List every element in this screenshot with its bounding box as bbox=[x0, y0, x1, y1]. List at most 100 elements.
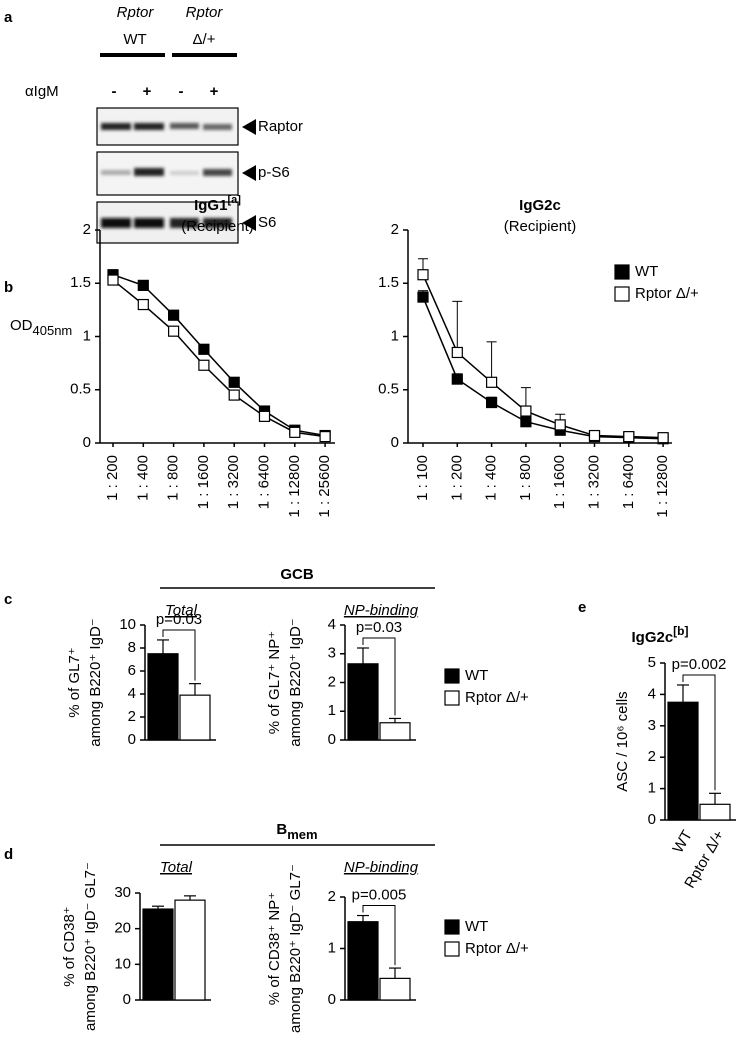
panel-letter: b bbox=[4, 279, 13, 296]
y-tick-label: 10 bbox=[119, 616, 136, 633]
marker bbox=[258, 410, 271, 422]
x-tick-label: 1 : 800 bbox=[517, 455, 534, 501]
marker bbox=[137, 298, 149, 311]
marker bbox=[554, 419, 566, 431]
p-value: p=0.03 bbox=[156, 611, 202, 628]
significance-bracket bbox=[162, 629, 196, 681]
y-tick-label: 2 bbox=[648, 748, 656, 765]
x-tick-label: 1 : 400 bbox=[134, 455, 151, 501]
marker bbox=[107, 274, 119, 286]
legend-swatch bbox=[614, 264, 630, 280]
marker bbox=[417, 269, 429, 281]
y-axis-label: OD405nm bbox=[10, 317, 72, 338]
x-tick-label: WT bbox=[670, 827, 696, 856]
bar bbox=[147, 653, 179, 741]
marker bbox=[198, 359, 210, 371]
x-tick-label: 1 : 100 bbox=[414, 455, 431, 501]
x-tick-label: 1 : 3200 bbox=[225, 455, 242, 509]
bar bbox=[347, 921, 379, 1001]
y-tick-label: 2 bbox=[328, 673, 336, 690]
chart-title: IgG1[a] bbox=[194, 194, 241, 214]
y-axis-label-sub: 405nm bbox=[33, 323, 73, 338]
arrow bbox=[242, 215, 256, 231]
marker bbox=[623, 431, 635, 443]
x-tick-label: 1 : 1600 bbox=[551, 455, 568, 509]
y-tick-label: 6 bbox=[128, 662, 136, 679]
group-title-sub: mem bbox=[287, 827, 317, 842]
legend-swatch bbox=[444, 690, 460, 706]
chart-title-text: IgG2c bbox=[519, 197, 561, 214]
bar bbox=[667, 701, 699, 821]
group-title-text: B bbox=[276, 821, 287, 838]
treatment: + bbox=[210, 83, 219, 100]
x-tick-label: 1 : 6400 bbox=[255, 455, 272, 509]
legend-swatch bbox=[614, 286, 630, 302]
band-label: Raptor bbox=[258, 118, 303, 135]
chart-title-text: Total bbox=[160, 859, 193, 876]
marker bbox=[486, 396, 498, 409]
chart-title-sup: [b] bbox=[673, 624, 688, 638]
panel-letter: e bbox=[578, 599, 586, 616]
y-tick-label: 0 bbox=[128, 731, 136, 748]
arrow bbox=[242, 165, 256, 181]
marker bbox=[520, 416, 532, 428]
y-tick-label: 0 bbox=[328, 991, 336, 1008]
y-tick-label: 1 bbox=[328, 939, 336, 956]
x-tick-label: 1 : 3200 bbox=[585, 455, 602, 509]
chart-title: IgG2c[b] bbox=[631, 624, 688, 646]
chart-title: IgG2c bbox=[519, 197, 561, 214]
treatment-label: αIgM bbox=[25, 83, 59, 100]
bar bbox=[379, 722, 411, 741]
genotype: WT bbox=[123, 31, 146, 48]
bar bbox=[347, 663, 379, 741]
bar bbox=[174, 899, 206, 1001]
y-axis-label: % of GL7⁺ NP⁺ bbox=[266, 631, 283, 734]
marker bbox=[168, 309, 180, 321]
chart-title-text: NP-binding bbox=[344, 602, 419, 619]
legend-swatch bbox=[444, 668, 460, 684]
chart-title: Total bbox=[165, 602, 198, 619]
y-tick-label: 0 bbox=[328, 731, 336, 748]
chart-title-text: IgG1 bbox=[194, 197, 227, 214]
significance-bracket bbox=[362, 637, 396, 716]
bar bbox=[379, 977, 411, 1001]
marker bbox=[451, 373, 463, 385]
y-tick-label: 3 bbox=[328, 645, 336, 662]
group-title: Bmem bbox=[276, 821, 317, 842]
bar bbox=[699, 803, 731, 821]
legend-label: Rptor Δ/+ bbox=[635, 285, 699, 302]
y-tick-label: 2 bbox=[328, 888, 336, 905]
x-tick-label: 1 : 800 bbox=[165, 455, 182, 501]
y-tick-label: 0 bbox=[83, 434, 91, 451]
x-tick-label: 1 : 6400 bbox=[620, 455, 637, 509]
marker bbox=[228, 376, 240, 388]
y-tick-label: 4 bbox=[648, 685, 656, 702]
band-label: S6 bbox=[258, 214, 276, 231]
series-line bbox=[112, 274, 326, 437]
y-axis-label-text: OD bbox=[10, 317, 33, 334]
y-tick-label: 20 bbox=[114, 920, 131, 937]
y-tick-label: 1.5 bbox=[70, 274, 91, 291]
chart-subtitle: (Recipient) bbox=[504, 218, 577, 235]
series-line bbox=[422, 274, 664, 439]
genotype-gene: Rptor bbox=[186, 4, 224, 21]
panel-letter: c bbox=[4, 591, 12, 608]
chart-title: NP-binding bbox=[344, 859, 419, 876]
marker bbox=[168, 325, 180, 337]
genotype: Δ/+ bbox=[193, 31, 216, 48]
y-axis-label: among B220⁺ IgD⁻ GL7⁻ bbox=[82, 862, 99, 1031]
marker bbox=[486, 376, 498, 388]
y-tick-label: 1 bbox=[648, 780, 656, 797]
marker bbox=[289, 426, 301, 438]
y-axis-label: ASC / 10⁶ cells bbox=[614, 691, 631, 791]
p-value: p=0.002 bbox=[672, 656, 727, 673]
y-tick-label: 2 bbox=[128, 708, 136, 725]
chart-title-text: IgG2c bbox=[631, 629, 673, 646]
y-tick-label: 2 bbox=[83, 221, 91, 238]
marker bbox=[198, 343, 210, 355]
bar bbox=[142, 908, 174, 1001]
x-tick-label: 1 : 200 bbox=[104, 455, 121, 501]
x-tick-label: 1 : 1600 bbox=[195, 455, 212, 509]
genotype-gene: Rptor bbox=[117, 4, 155, 21]
